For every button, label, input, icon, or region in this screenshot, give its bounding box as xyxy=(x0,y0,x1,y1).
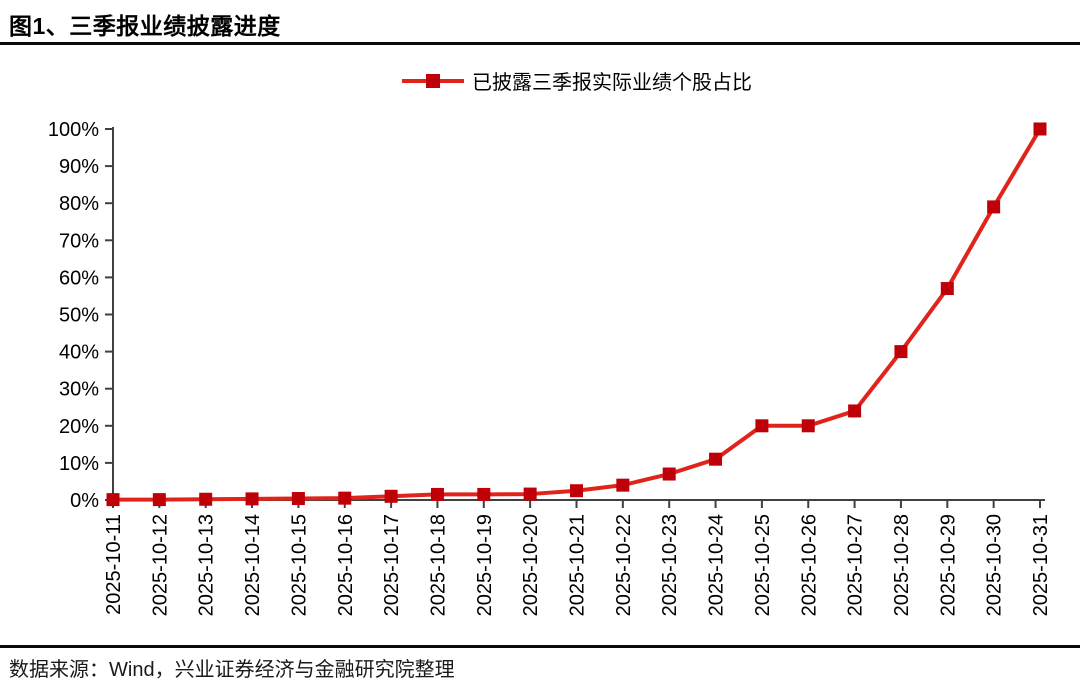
x-tick-label: 2025-10-16 xyxy=(335,514,357,616)
data-point-marker xyxy=(940,282,954,296)
data-point-marker xyxy=(199,492,213,506)
x-tick-label: 2025-10-11 xyxy=(103,514,125,615)
x-tick-label: 2025-10-15 xyxy=(288,514,310,616)
x-tick-label: 2025-10-24 xyxy=(706,514,728,616)
x-tick-label: 2025-10-30 xyxy=(984,514,1006,616)
x-tick-label: 2025-10-12 xyxy=(149,514,171,616)
data-point-marker xyxy=(848,404,862,418)
data-point-marker xyxy=(801,419,815,433)
figure-title: 图1、三季报业绩披露进度 xyxy=(9,13,281,39)
x-tick-label: 2025-10-23 xyxy=(659,514,681,616)
x-tick-label: 2025-10-26 xyxy=(798,514,820,616)
data-point-marker xyxy=(662,467,676,481)
chart-legend: 已披露三季报实际业绩个股占比 xyxy=(402,66,752,95)
x-tick-label: 2025-10-14 xyxy=(242,514,264,616)
data-point-marker xyxy=(430,487,444,501)
data-point-marker xyxy=(384,489,398,503)
data-point-marker xyxy=(477,487,491,501)
data-source: 数据来源：Wind，兴业证券经济与金融研究院整理 xyxy=(9,659,455,681)
data-point-marker xyxy=(1033,122,1047,136)
y-tick-label: 40% xyxy=(59,342,99,364)
y-tick-label: 60% xyxy=(59,267,99,289)
legend-line-marker-icon xyxy=(402,73,464,88)
data-point-marker xyxy=(338,491,352,505)
legend-label: 已披露三季报实际业绩个股占比 xyxy=(472,72,752,94)
data-point-marker xyxy=(245,492,259,506)
x-tick-label: 2025-10-17 xyxy=(381,514,403,616)
footer-divider xyxy=(0,645,1080,648)
y-tick-label: 70% xyxy=(59,230,99,252)
x-tick-label: 2025-10-25 xyxy=(752,514,774,616)
series-line xyxy=(111,127,1042,502)
y-tick-label: 20% xyxy=(59,416,99,438)
y-tick-label: 100% xyxy=(48,119,99,141)
x-tick-label: 2025-10-21 xyxy=(567,514,589,616)
x-tick-label: 2025-10-28 xyxy=(891,514,913,616)
data-point-marker xyxy=(894,345,908,359)
x-tick-label: 2025-10-27 xyxy=(845,514,867,616)
x-tick-label: 2025-10-19 xyxy=(474,514,496,616)
x-tick-label: 2025-10-31 xyxy=(1030,514,1052,616)
x-tick-label: 2025-10-22 xyxy=(613,514,635,616)
title-divider xyxy=(0,42,1080,45)
data-point-marker xyxy=(523,487,537,501)
y-tick-label: 50% xyxy=(59,305,99,327)
x-tick-label: 2025-10-29 xyxy=(937,514,959,616)
y-tick-label: 10% xyxy=(59,453,99,475)
data-point-marker xyxy=(709,452,723,466)
legend-square-icon xyxy=(426,73,440,88)
y-tick-label: 30% xyxy=(59,379,99,401)
x-tick-label: 2025-10-13 xyxy=(196,514,218,616)
x-tick-label: 2025-10-18 xyxy=(427,514,449,616)
y-tick-label: 90% xyxy=(59,156,99,178)
x-tick-label: 2025-10-20 xyxy=(520,514,542,616)
data-point-marker xyxy=(570,484,583,498)
y-tick-label: 0% xyxy=(70,490,99,512)
data-point-marker xyxy=(616,478,630,492)
y-tick-label: 80% xyxy=(59,193,99,215)
data-point-marker xyxy=(987,200,1001,214)
data-point-marker xyxy=(291,492,305,506)
data-point-marker xyxy=(152,493,166,507)
data-point-marker xyxy=(755,419,769,433)
data-point-marker xyxy=(106,493,120,507)
